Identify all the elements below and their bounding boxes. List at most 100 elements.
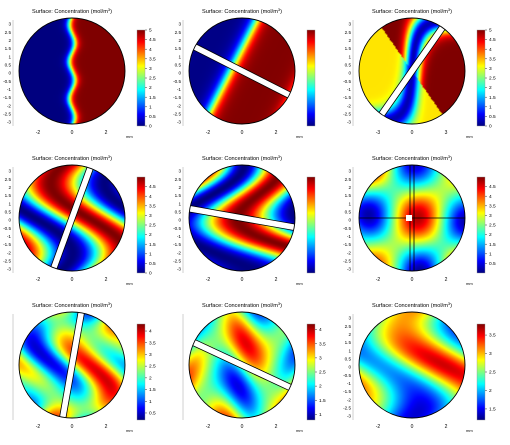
colorbar-tick-label: 0.5 — [489, 261, 496, 267]
colorbar-tick-label: 1.5 — [319, 398, 326, 404]
y-tick-label: -1 — [177, 234, 182, 239]
x-tick-label: -2 — [36, 424, 41, 430]
colorbar-tick-label: 0.5 — [149, 261, 156, 267]
colorbar-tick-label: 2 — [489, 388, 492, 394]
y-tick-label: -1.5 — [343, 95, 351, 100]
x-tick-label: 2 — [275, 130, 278, 136]
colorbar-tick-label: 2.5 — [489, 76, 496, 82]
y-tick-label: 2.5 — [5, 30, 12, 35]
x-tick-label: -2 — [376, 277, 381, 283]
y-tick-label: -3 — [347, 267, 352, 272]
channel-outline — [188, 17, 296, 125]
y-tick-label: -0.5 — [173, 226, 181, 231]
colorbar-tick-label: 2.5 — [149, 364, 156, 370]
colorbar-tick-label: 2 — [149, 85, 152, 91]
colorbar-tick-label: 3 — [149, 66, 152, 72]
y-tick-label: 0 — [348, 365, 351, 370]
channel-outline — [188, 164, 296, 272]
x-axis-label: mm — [296, 428, 303, 433]
colorbar-tick-label: 1.5 — [149, 387, 156, 393]
chart-title: Surface: Concentration (mol/m3) — [32, 7, 112, 15]
x-tick-label: -2 — [206, 130, 211, 136]
channel-outline — [18, 311, 126, 419]
y-tick-label: -3 — [347, 414, 352, 419]
y-tick-label: -2.5 — [343, 111, 351, 116]
x-tick-label: 0 — [411, 277, 414, 283]
colorbar-tick-label: 3 — [489, 213, 492, 219]
y-tick-label: 1 — [178, 201, 181, 206]
y-tick-label: -3 — [177, 267, 182, 272]
colorbar-tick-label: 3.5 — [149, 340, 156, 346]
x-tick-label: 0 — [71, 130, 74, 136]
y-tick-label: -1 — [7, 87, 12, 92]
y-tick-label: 3 — [348, 316, 351, 321]
colorbar-tick-label: 3 — [149, 352, 152, 358]
y-tick-label: -0.5 — [343, 226, 351, 231]
panel-5: Surface: Concentration (mol/m3) 3 2.5 2 1.5 1… — [170, 147, 340, 294]
colorbar-tick-label: 1.5 — [489, 407, 496, 413]
colorbar-tick-label: 3 — [149, 213, 152, 219]
y-tick-label: -2.5 — [343, 405, 351, 410]
chart-4: Surface: Concentration (mol/m3) 3 2.5 2 1.5 1… — [3, 154, 156, 286]
x-axis-label: mm — [466, 281, 473, 286]
x-tick-label: 2 — [105, 424, 108, 430]
x-axis-label: mm — [296, 281, 303, 286]
chart-title: Surface: Concentration (mol/m3) — [372, 154, 452, 162]
colorbar-tick-label: 1 — [149, 399, 152, 405]
chart-1: Surface: Concentration (mol/m3) 3 2.5 2 1.5 1… — [3, 7, 156, 139]
colorbar — [306, 323, 316, 421]
y-tick-label: 0.5 — [5, 62, 12, 67]
chart-7: Surface: Concentration (mol/m3) -2 0 2 mm 4 3.… — [12, 301, 156, 433]
y-tick-label: -2.5 — [173, 258, 181, 263]
y-tick-label: 2.5 — [175, 30, 182, 35]
y-tick-label: 3 — [8, 169, 11, 174]
y-tick-label: 2.5 — [345, 177, 352, 182]
panel-2: Surface: Concentration (mol/m3) 3 2.5 2 1.5 1… — [170, 0, 340, 147]
y-tick-label: 1 — [8, 54, 11, 59]
y-tick-label: 1.5 — [345, 340, 352, 345]
colorbar-tick-label: 3.5 — [319, 341, 326, 347]
x-tick-label: 0 — [411, 130, 414, 136]
panel-8: Surface: Concentration (mol/m3) -2 0 2 mm 4 3.… — [170, 294, 340, 440]
y-tick-label: -0.5 — [343, 79, 351, 84]
colorbar-tick-label: 3 — [489, 351, 492, 357]
colorbar-tick-label: 3.5 — [489, 333, 496, 339]
y-tick-label: -1.5 — [3, 242, 11, 247]
colorbar-tick-label: 0 — [149, 271, 152, 277]
x-tick-label: 0 — [411, 424, 414, 430]
y-tick-label: 2 — [348, 332, 351, 337]
y-tick-label: 1.5 — [175, 193, 182, 198]
channel-outline — [358, 17, 466, 125]
y-tick-label: -0.5 — [173, 79, 181, 84]
y-tick-label: -1 — [347, 234, 352, 239]
y-tick-label: 0.5 — [345, 356, 352, 361]
y-tick-label: -1.5 — [343, 389, 351, 394]
panel-7: Surface: Concentration (mol/m3) -2 0 2 mm 4 3.… — [0, 294, 170, 440]
y-tick-label: 1 — [348, 201, 351, 206]
chart-title: Surface: Concentration (mol/m3) — [202, 154, 282, 162]
colorbar-tick-label: 2.5 — [489, 223, 496, 229]
colorbar — [476, 323, 486, 421]
chart-6: Surface: Concentration (mol/m3) 3 2.5 2 1.5 1… — [343, 154, 496, 286]
y-tick-label: -2 — [347, 250, 352, 255]
colorbar-tick-label: 1.5 — [489, 95, 496, 101]
colorbar-tick-label: 2.5 — [489, 370, 496, 376]
y-tick-label: 0 — [348, 71, 351, 76]
y-tick-label: -2.5 — [3, 258, 11, 263]
x-tick-label: -2 — [36, 277, 41, 283]
baffle-cross-3 — [406, 215, 412, 221]
colorbar-tick-label: 2 — [489, 85, 492, 91]
colorbar-tick-label: 0.5 — [489, 114, 496, 120]
y-tick-label: 0 — [8, 71, 11, 76]
colorbar — [136, 29, 146, 127]
colorbar-tick-label: 4 — [149, 329, 152, 335]
colorbar-tick-label: 4.5 — [149, 37, 156, 43]
colorbar-tick-label: 4 — [149, 194, 152, 200]
x-tick-label: 2 — [105, 130, 108, 136]
y-tick-label: -1 — [177, 87, 182, 92]
y-tick-label: 2.5 — [175, 177, 182, 182]
colorbar-tick-label: 3.5 — [489, 56, 496, 62]
y-tick-label: -1 — [347, 87, 352, 92]
x-tick-label: -2 — [36, 130, 41, 136]
colorbar-tick-label: 2 — [149, 232, 152, 238]
